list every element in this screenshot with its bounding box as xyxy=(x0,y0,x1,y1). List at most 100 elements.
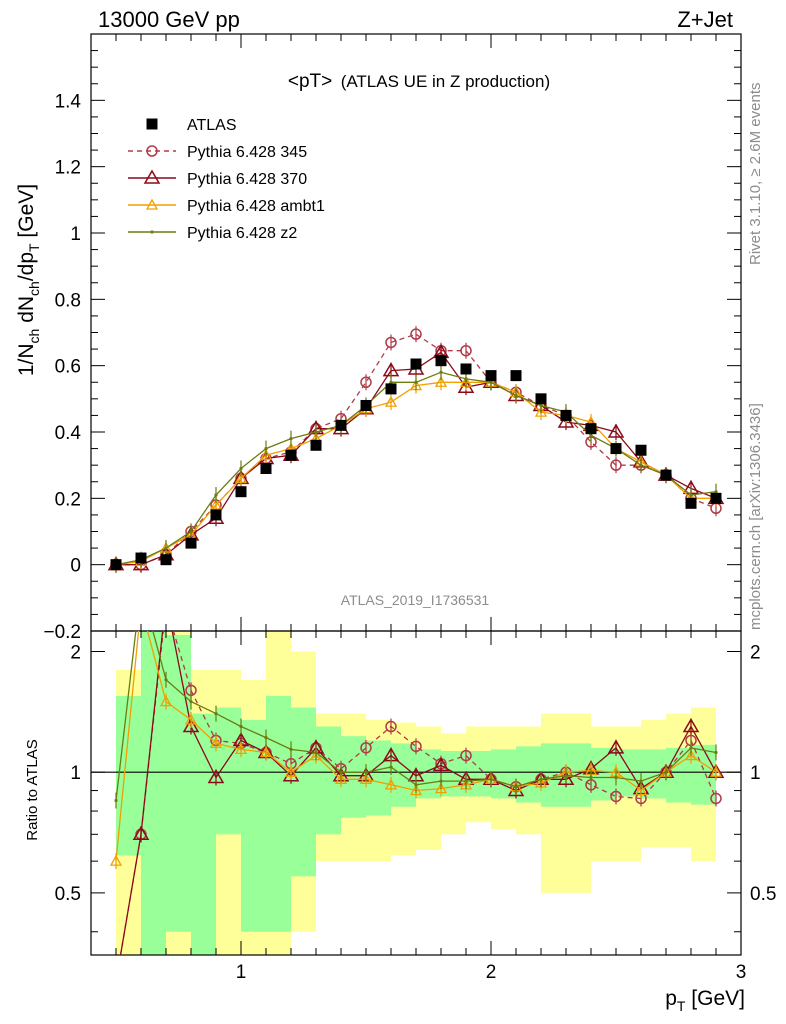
plot-title: <pT> (ATLAS UE in Z production) xyxy=(288,71,550,92)
point-ambt1 xyxy=(434,375,448,387)
point-data xyxy=(110,559,122,571)
y-tick-label: 1.4 xyxy=(55,91,82,112)
point-p370 xyxy=(682,718,700,733)
point-z2 xyxy=(239,466,243,471)
ratio-y-tick-label-right: 2 xyxy=(750,643,761,664)
point-z2 xyxy=(664,770,668,774)
legend-label-z2: Pythia 6.428 z2 xyxy=(187,225,297,242)
point-ambt1 xyxy=(109,854,123,866)
y-tick-label: 1.2 xyxy=(55,158,81,179)
point-z2 xyxy=(514,393,518,398)
point-p345 xyxy=(610,790,622,803)
point-z2 xyxy=(439,370,443,374)
point-ambt1 xyxy=(234,743,248,755)
legend-marker-z2 xyxy=(150,230,154,234)
point-p345 xyxy=(161,601,171,611)
legend-label-ambt1: Pythia 6.428 ambt1 xyxy=(187,198,325,215)
point-data xyxy=(335,419,347,431)
point-p370 xyxy=(607,423,625,438)
point-p370 xyxy=(432,756,450,772)
point-z2 xyxy=(714,490,718,494)
point-p345 xyxy=(385,720,397,733)
point-z2 xyxy=(289,747,293,751)
point-z2 xyxy=(389,765,393,769)
band-inner-segment xyxy=(291,707,316,877)
axes: 1 2 3 −0.2 0 0.2 0.4 0.6 0.8 1 1.2 1.4 0.5 0.5 1 1 2 2 xyxy=(43,34,776,983)
point-z2 xyxy=(439,779,443,783)
point-p345 xyxy=(410,740,422,753)
header-left: 13000 GeV pp xyxy=(98,7,240,32)
point-data xyxy=(460,363,472,375)
point-p345 xyxy=(460,344,472,357)
point-p345 xyxy=(710,792,722,805)
ratio-y-tick-label: 1 xyxy=(70,763,81,784)
point-ambt1 xyxy=(159,695,173,707)
point-z2 xyxy=(614,775,618,780)
point-z2 xyxy=(164,546,168,550)
point-p370 xyxy=(557,770,575,786)
point-z2 xyxy=(714,750,718,755)
point-z2 xyxy=(414,380,418,384)
band-inner-segment xyxy=(116,695,141,856)
point-z2 xyxy=(689,746,693,750)
legend-marker-ambt1 xyxy=(145,198,159,210)
point-p370 xyxy=(607,739,625,754)
ratio-y-tick-label-right: 1 xyxy=(750,763,761,784)
point-data xyxy=(310,439,322,451)
uncertainty-band-inner xyxy=(116,631,716,955)
point-data xyxy=(685,497,697,509)
point-p370 xyxy=(132,825,150,841)
point-z2 xyxy=(189,700,193,704)
point-p345 xyxy=(111,977,121,987)
point-data xyxy=(610,443,622,455)
ratio-y-tick-label: 0.5 xyxy=(55,884,81,905)
ratio-y-tick-label-right: 0.5 xyxy=(750,884,776,905)
point-z2 xyxy=(264,735,268,740)
point-data xyxy=(385,383,397,395)
y-tick-label: 0.2 xyxy=(55,489,81,510)
point-data xyxy=(535,393,547,405)
point-ambt1 xyxy=(259,448,273,460)
legend-label-p370: Pythia 6.428 370 xyxy=(187,171,307,188)
point-data xyxy=(510,370,522,382)
point-ambt1 xyxy=(284,765,298,777)
point-z2 xyxy=(114,798,118,803)
point-p345 xyxy=(385,336,397,349)
point-ambt1 xyxy=(409,784,423,796)
plot-title-main: <pT> xyxy=(288,71,332,92)
point-z2 xyxy=(589,433,593,437)
band-inner-segment xyxy=(341,736,366,818)
point-z2 xyxy=(314,750,318,755)
point-ambt1 xyxy=(434,782,448,794)
point-z2 xyxy=(389,380,393,384)
point-ambt1 xyxy=(359,772,373,784)
y-tick-label: 0.6 xyxy=(55,357,81,378)
point-ambt1 xyxy=(634,784,648,796)
point-p370 xyxy=(109,975,123,987)
point-p370 xyxy=(207,769,225,784)
point-z2 xyxy=(414,783,418,787)
x-tick-label: 1 xyxy=(236,962,247,983)
main-series-group xyxy=(107,326,725,573)
point-z2 xyxy=(189,529,193,534)
legend-label-p345: Pythia 6.428 345 xyxy=(187,144,307,161)
point-z2 xyxy=(164,678,168,682)
band-inner-segment xyxy=(516,746,541,803)
point-z2 xyxy=(639,779,643,783)
plot-title-sub: (ATLAS UE in Z production) xyxy=(341,72,550,91)
point-data xyxy=(160,554,172,566)
point-p345 xyxy=(460,749,472,762)
point-z2 xyxy=(539,403,543,408)
point-ambt1 xyxy=(184,713,198,725)
band-inner-segment xyxy=(266,695,291,932)
y-tick-label: 1 xyxy=(70,224,81,245)
point-p345 xyxy=(360,742,372,754)
y-tick-label: 0.4 xyxy=(55,423,82,444)
rivet-label: Rivet 3.1.10, ≥ 2.6M events xyxy=(747,83,764,266)
band-inner-segment xyxy=(191,713,216,955)
point-data xyxy=(410,358,422,370)
point-data xyxy=(185,537,197,549)
point-p345 xyxy=(610,459,622,471)
point-z2 xyxy=(514,785,518,789)
band-inner-segment xyxy=(366,740,391,816)
